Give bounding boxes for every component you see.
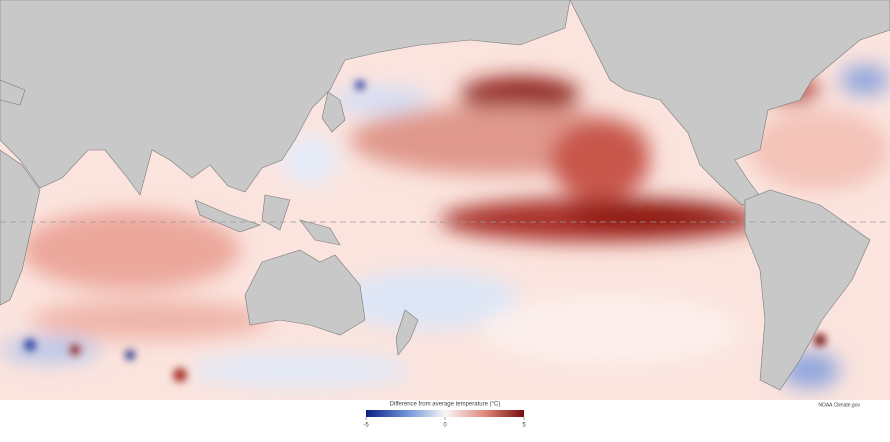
credit: NOAA Climate.gov	[818, 402, 860, 408]
land	[0, 0, 890, 391]
colorbar-ticks: -5 0 5	[363, 417, 526, 429]
tick-label: 5	[522, 423, 526, 429]
anomaly-spots	[24, 6, 826, 382]
legend-title: Difference from average temperature (°C)	[390, 402, 501, 408]
colorbar	[366, 410, 524, 417]
tick-label: -5	[363, 423, 369, 429]
tick-label: 0	[443, 423, 447, 429]
anomaly-field	[0, 0, 890, 388]
map	[0, 0, 890, 400]
